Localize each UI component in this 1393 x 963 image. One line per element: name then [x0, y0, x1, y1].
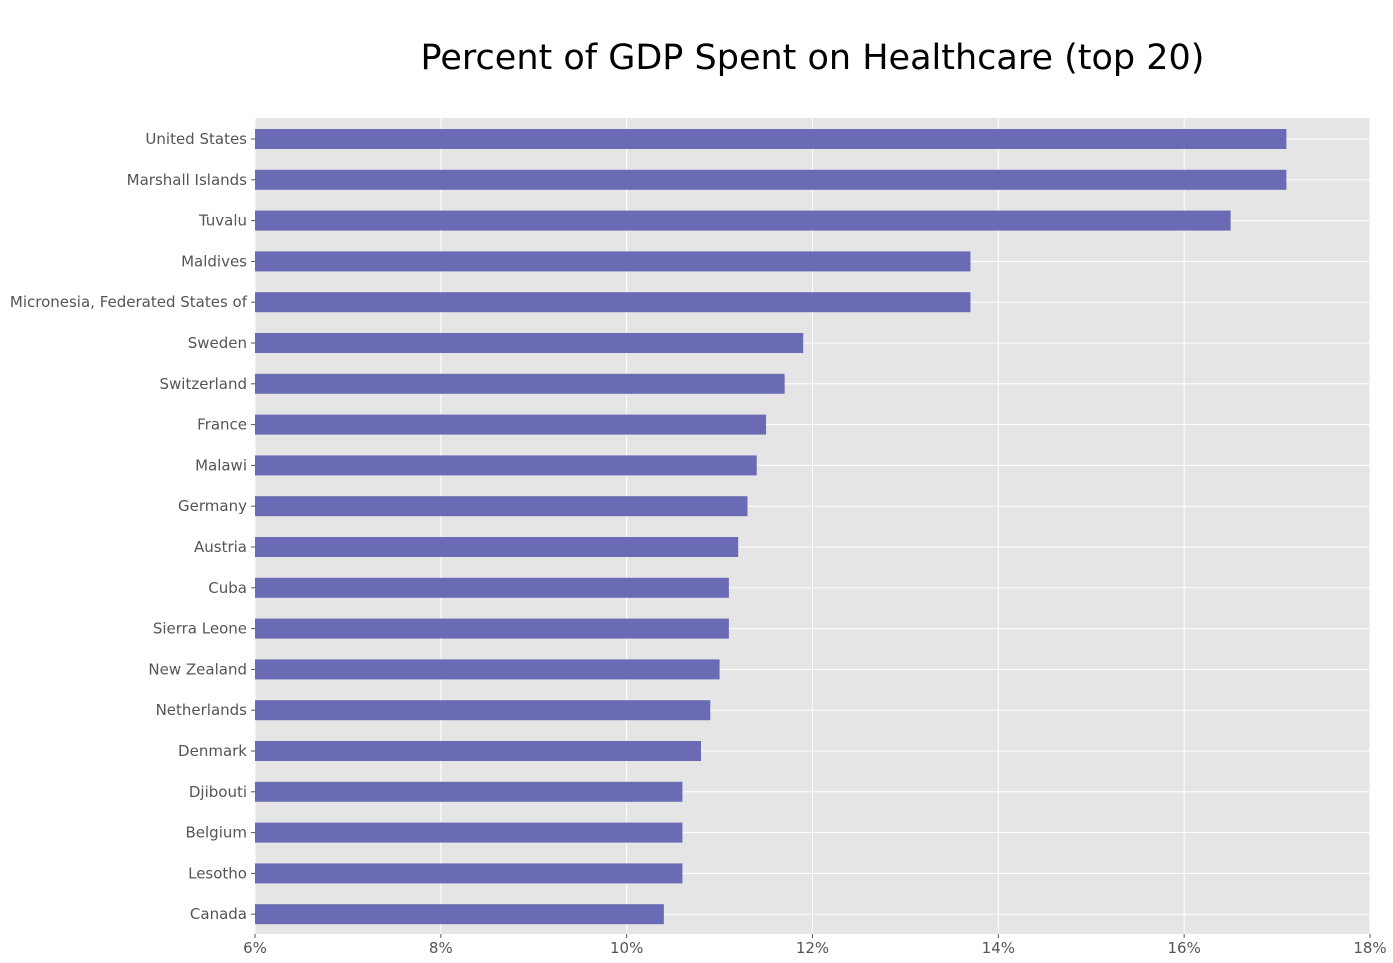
bar: [255, 741, 701, 761]
y-tick-label: Sweden: [188, 334, 247, 352]
x-tick-label: 6%: [243, 939, 267, 957]
bar: [255, 414, 767, 435]
y-tick-label: Marshall Islands: [127, 171, 248, 189]
y-tick-label: Djibouti: [189, 783, 247, 801]
y-tick-label: Austria: [194, 538, 247, 556]
y-tick-label: Canada: [190, 905, 247, 923]
bar: [255, 496, 748, 517]
bar: [255, 577, 729, 598]
x-tick-label: 10%: [610, 939, 643, 957]
y-tick-label: Cuba: [208, 579, 247, 597]
y-tick-label: United States: [145, 130, 247, 148]
bar: [255, 822, 683, 843]
y-tick-label: New Zealand: [148, 660, 247, 678]
bar: [255, 169, 1287, 190]
y-tick-label: Maldives: [181, 252, 247, 270]
y-tick-label: Sierra Leone: [153, 620, 247, 638]
y-tick-label: Lesotho: [188, 864, 247, 882]
x-tick-label: 12%: [796, 939, 829, 957]
bar: [255, 537, 739, 557]
x-tick-label: 14%: [982, 939, 1015, 957]
bar: [255, 292, 971, 313]
y-tick-label: France: [197, 416, 247, 434]
x-tick-label: 18%: [1353, 939, 1386, 957]
bar: [255, 904, 664, 925]
y-tick-label: Micronesia, Federated States of: [10, 293, 248, 311]
y-axis: United States Marshall Islands Tuvalu Maldi…: [10, 130, 255, 923]
bar: [255, 618, 729, 639]
bar: [255, 210, 1231, 231]
bar: [255, 455, 757, 476]
bars: [255, 129, 1287, 925]
bar: [255, 659, 720, 680]
x-axis: 6% 8% 10% 12% 14% 16% 18%: [243, 934, 1387, 957]
bar: [255, 373, 785, 394]
y-tick-label: Tuvalu: [198, 212, 247, 230]
bar: [255, 129, 1287, 149]
y-tick-label: Belgium: [186, 824, 248, 842]
bar: [255, 781, 683, 802]
bar: [255, 333, 804, 353]
y-tick-label: Switzerland: [160, 375, 248, 393]
y-tick-label: Germany: [178, 497, 247, 515]
bar: [255, 251, 971, 272]
x-tick-label: 16%: [1167, 939, 1200, 957]
y-tick-label: Malawi: [195, 456, 247, 474]
y-tick-label: Denmark: [178, 742, 247, 760]
x-tick-label: 8%: [429, 939, 453, 957]
bar: [255, 863, 683, 884]
y-tick-label: Netherlands: [156, 701, 248, 719]
bar: [255, 700, 711, 721]
chart-title: Percent of GDP Spent on Healthcare (top …: [420, 38, 1205, 78]
